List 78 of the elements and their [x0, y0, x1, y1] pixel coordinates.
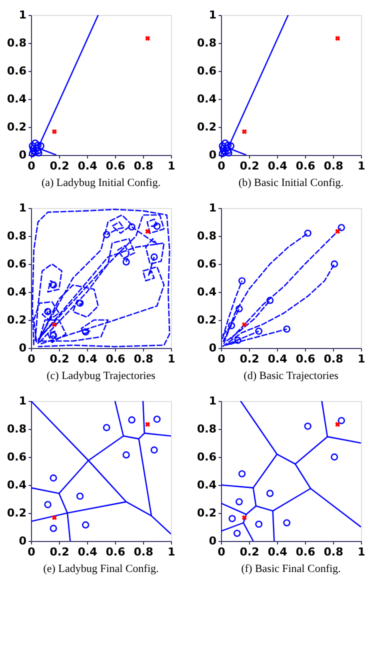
y-tick-label: 0.6: [197, 258, 217, 270]
x-tick-label: 0.8: [324, 546, 344, 558]
y-tick-label: 1: [18, 394, 26, 408]
x-tick-label: 0: [28, 352, 36, 366]
y-tick-label: 0.6: [7, 64, 27, 78]
x-tick-label: 1: [358, 546, 366, 558]
x-tick-label: 1: [168, 352, 176, 366]
x-tick-label: 0.2: [50, 160, 70, 172]
y-tick-label: 0.8: [7, 36, 26, 50]
y-tick-label: 0.8: [197, 230, 216, 242]
x-tick-label: 0: [218, 352, 226, 366]
text: (d) Basic Trajectories: [244, 370, 338, 382]
x-tick-label: 0.4: [78, 546, 98, 558]
text: (f) Basic Final Config.: [241, 563, 342, 575]
y-tick-label: 0.2: [197, 506, 216, 520]
y-tick-label: 0: [208, 148, 217, 162]
x-tick-label: 0: [28, 160, 36, 172]
y-tick-label: 0: [18, 534, 27, 548]
y-tick-label: 0.6: [7, 258, 27, 270]
x-tick-label: 0.2: [50, 546, 70, 558]
y-tick-label: 0.2: [7, 314, 26, 326]
y-tick-label: 0.4: [7, 286, 27, 298]
y-tick-label: 0: [208, 534, 217, 548]
x-tick-label: 0.8: [134, 160, 154, 172]
x-tick-label: 0.6: [106, 546, 126, 558]
y-tick-label: 1: [18, 202, 26, 214]
x-tick-label: 1: [168, 546, 176, 558]
y-tick-label: 0: [208, 342, 217, 354]
y-tick-label: 0.4: [197, 286, 217, 298]
x-tick-label: 0.8: [324, 352, 344, 366]
x-tick-label: 0.6: [106, 352, 126, 366]
y-tick-label: 0.2: [197, 120, 216, 134]
x-tick-label: 0.8: [134, 352, 154, 366]
y-tick-label: 0.4: [197, 478, 217, 492]
x-tick-label: 0.4: [78, 352, 98, 366]
y-tick-label: 1: [208, 394, 216, 408]
x-tick-label: 0.2: [240, 546, 260, 558]
x-tick-label: 1: [358, 352, 366, 366]
x-tick-label: 0.6: [296, 352, 316, 366]
x-tick-label: 0: [218, 546, 226, 558]
text: (c) Ladybug Trajectories: [46, 370, 156, 382]
y-tick-label: 0: [18, 342, 27, 354]
y-tick-label: 0.2: [7, 506, 26, 520]
x-tick-label: 0.2: [240, 352, 260, 366]
x-tick-label: 0.2: [240, 160, 260, 172]
y-tick-label: 1: [208, 202, 216, 214]
text: (a) Ladybug Initial Config.: [41, 177, 161, 189]
x-tick-label: 0.4: [268, 160, 288, 172]
x-tick-label: 0.4: [268, 546, 288, 558]
y-tick-label: 0.2: [7, 120, 26, 134]
text: (b) Basic Initial Config.: [238, 177, 344, 189]
y-tick-label: 0.8: [7, 230, 26, 242]
y-tick-label: 0.2: [197, 314, 216, 326]
x-tick-label: 1: [168, 160, 176, 172]
x-tick-label: 0.8: [134, 546, 154, 558]
y-tick-label: 0.6: [197, 450, 217, 464]
y-tick-label: 1: [18, 8, 26, 22]
x-tick-label: 0: [218, 160, 226, 172]
y-tick-label: 0.6: [7, 450, 27, 464]
text: (e) Ladybug Final Config.: [43, 563, 159, 575]
x-tick-label: 0.4: [268, 352, 288, 366]
y-tick-label: 0.8: [197, 36, 216, 50]
x-tick-label: 0.8: [324, 160, 344, 172]
y-tick-label: 0.4: [7, 478, 27, 492]
y-tick-label: 0.6: [197, 64, 217, 78]
x-tick-label: 0.6: [106, 160, 126, 172]
x-tick-label: 0.6: [296, 546, 316, 558]
y-tick-label: 0: [18, 148, 27, 162]
x-tick-label: 0.2: [50, 352, 70, 366]
y-tick-label: 1: [208, 8, 216, 22]
y-tick-label: 0.8: [197, 422, 216, 436]
x-tick-label: 0.4: [78, 160, 98, 172]
x-tick-label: 1: [358, 160, 366, 172]
y-tick-label: 0.4: [7, 92, 27, 106]
y-tick-label: 0.4: [197, 92, 217, 106]
x-tick-label: 0: [28, 546, 36, 558]
y-tick-label: 0.8: [7, 422, 26, 436]
x-tick-label: 0.6: [296, 160, 316, 172]
